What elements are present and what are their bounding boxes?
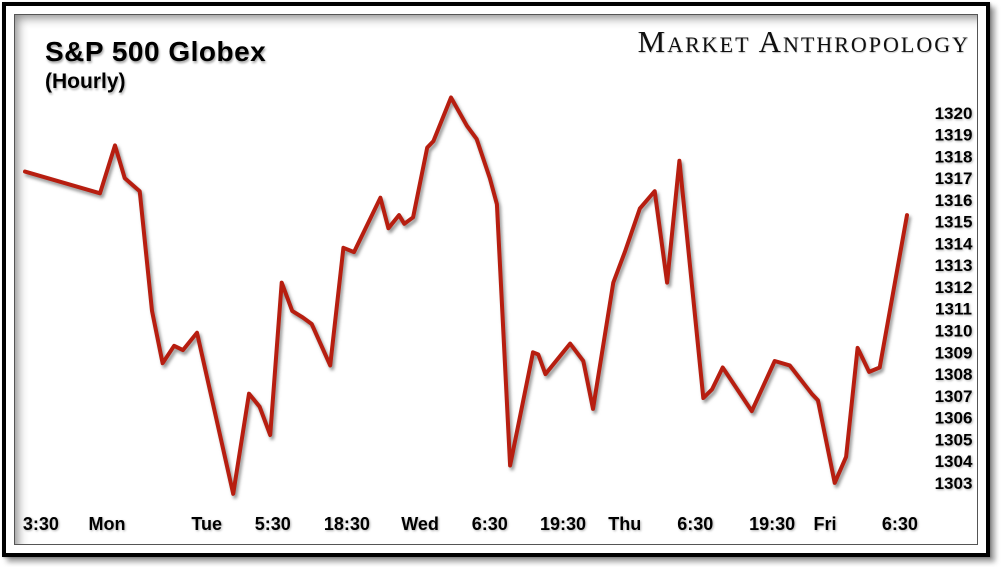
brand-watermark: Market Anthropology	[637, 24, 970, 59]
chart-subtitle: (Hourly)	[45, 70, 126, 93]
chart-title: S&P 500 Globex	[45, 36, 267, 67]
chart-plot-area	[14, 14, 978, 545]
title-block: S&P 500 Globex (Hourly)	[45, 36, 266, 94]
